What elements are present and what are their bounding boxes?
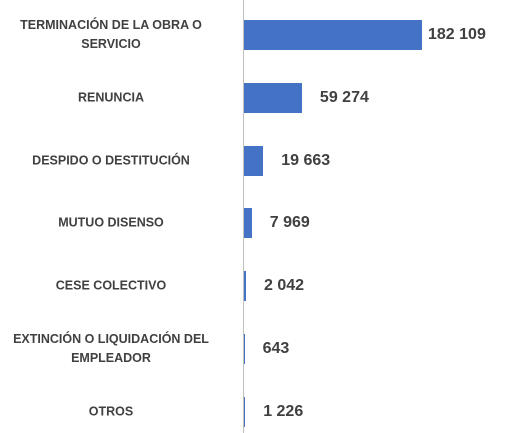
- value-label: 1 226: [263, 402, 304, 420]
- bar: [244, 271, 246, 302]
- value-label: 2 042: [263, 277, 305, 295]
- category-label: TERMINACIÓN DE LA OBRA O SERVICIO: [20, 18, 202, 51]
- bar: [244, 20, 422, 50]
- category-label: RENUNCIA: [78, 90, 144, 105]
- bar: [244, 208, 252, 239]
- value-label: 7 969: [269, 214, 310, 232]
- bar: [244, 334, 245, 364]
- category-axis: [243, 0, 244, 433]
- value-label: 19 663: [281, 151, 331, 169]
- value-label: 182 109: [428, 26, 486, 43]
- category-label: EXTINCIÓN O LIQUIDACIÓN DEL EMPLEADOR: [13, 332, 209, 365]
- category-label: CESE COLECTIVO: [55, 278, 167, 293]
- bar: [244, 82, 302, 113]
- bar: [244, 145, 264, 176]
- value-label: 59 274: [319, 88, 369, 106]
- category-label: OTROS: [88, 404, 134, 419]
- value-label: 643: [262, 340, 290, 357]
- category-label: MUTUO DISENSO: [58, 215, 164, 230]
- bar: [244, 396, 246, 427]
- category-label: DESPIDO O DESTITUCIÓN: [32, 153, 190, 168]
